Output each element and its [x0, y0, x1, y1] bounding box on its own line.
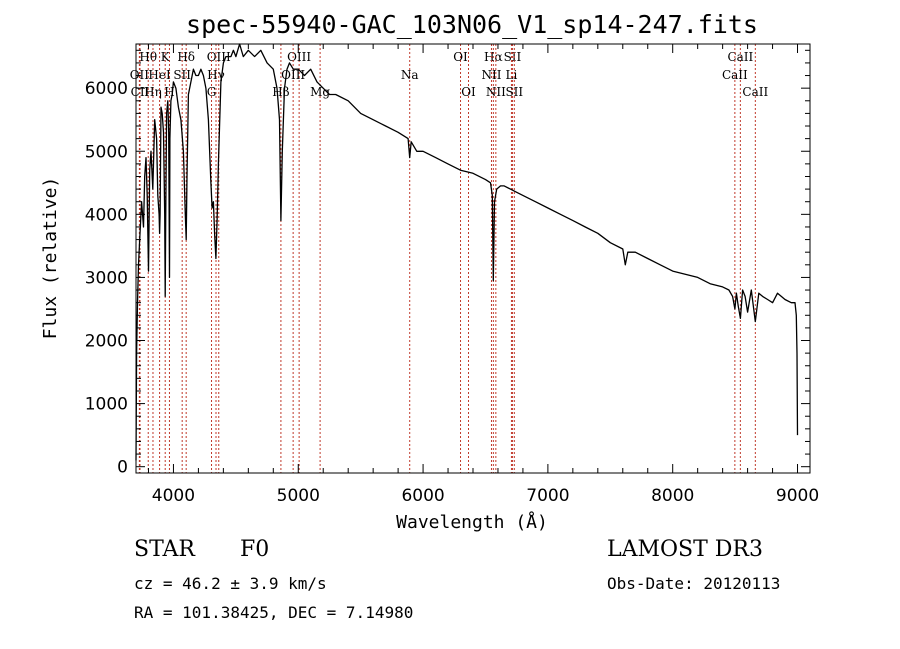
spectral-line-label: NII	[486, 85, 506, 99]
spectral-line-label: Li	[506, 68, 518, 82]
spectral-line-label: NII	[481, 68, 501, 82]
x-tick-label: 8000	[651, 486, 694, 506]
spectral-line-label: Hγ	[207, 68, 225, 82]
spectral-line-label: OI	[453, 50, 468, 64]
spectral-line-label: OI	[461, 85, 476, 99]
spectral-line-label: K	[161, 50, 171, 64]
spectral-line-label: OIII	[281, 68, 305, 82]
observation-date: Obs-Date: 20120113	[607, 574, 781, 593]
spectral-line-label: Mg	[310, 85, 330, 99]
x-tick-label: 9000	[776, 486, 819, 506]
axes-layer: 4000 5000 6000 7000 8000 9000 0 1000 2000 3000 400…	[85, 43, 819, 506]
redshift-cz: cz = 46.2 ± 3.9 km/s	[134, 574, 327, 593]
spectral-line-label: Hβ	[272, 85, 289, 99]
spectral-line-label: H	[164, 85, 174, 99]
y-tick-label: 0	[117, 458, 128, 478]
x-tick-label: 4000	[152, 486, 195, 506]
spectral-line-label: Hδ	[177, 50, 195, 64]
survey-name: LAMOST DR3	[607, 537, 763, 562]
y-tick-label: 4000	[85, 205, 128, 225]
spectral-line-label: Na	[401, 68, 419, 82]
x-tick-label: 5000	[277, 486, 320, 506]
x-tick-label: 6000	[401, 486, 444, 506]
spectral-line-label: Hη	[144, 85, 162, 99]
spectral-line-label: CaII	[722, 68, 748, 82]
spectral-line-label: CaII	[727, 50, 753, 64]
sky-coordinates: RA = 101.38425, DEC = 7.14980	[134, 603, 414, 622]
y-tick-label: 1000	[85, 395, 128, 415]
spectrum-series-line	[135, 43, 799, 461]
spectral-line-label: Hθ	[139, 50, 157, 64]
spectral-line-label: OII	[130, 68, 150, 82]
plot-frame	[135, 43, 811, 474]
spectral-line-label: SII	[173, 68, 191, 82]
spectral-line-label: Hα	[484, 50, 503, 64]
spectrum-layer	[135, 43, 799, 461]
object-subclass: F0	[240, 537, 270, 562]
y-tick-label: 3000	[85, 268, 128, 288]
y-tick-label: 2000	[85, 332, 128, 352]
y-tick-label: 5000	[85, 142, 128, 162]
y-tick-label: 6000	[85, 79, 128, 99]
spectral-line-label: CaII	[742, 85, 768, 99]
y-axis-label: Flux (relative)	[40, 177, 61, 340]
x-axis-label: Wavelength (Å)	[396, 511, 548, 533]
spectral-line-label: OIII	[287, 50, 311, 64]
spectral-line-label: HeI	[148, 68, 171, 82]
spectral-line-label: SII	[504, 50, 522, 64]
spectral-line-label: G	[207, 85, 217, 99]
x-tick-label: 7000	[526, 486, 569, 506]
chart-title: spec-55940-GAC_103N06_V1_sp14-247.fits	[186, 10, 758, 39]
object-class: STAR	[134, 537, 195, 562]
spectral-line-label: SII	[505, 85, 523, 99]
